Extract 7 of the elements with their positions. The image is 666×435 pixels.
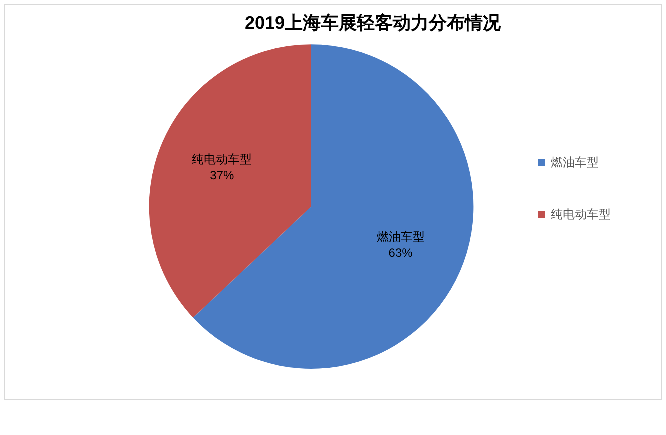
legend-label: 纯电动车型 (551, 207, 611, 222)
slice-label: 纯电动车型 (192, 152, 252, 166)
chart-title: 2019上海车展轻客动力分布情况 (244, 12, 502, 33)
data-label: 63% (388, 246, 414, 260)
data-label: 37% (210, 168, 235, 182)
slice-label: 燃油车型 (376, 230, 425, 244)
legend-label: 燃油车型 (551, 155, 599, 170)
